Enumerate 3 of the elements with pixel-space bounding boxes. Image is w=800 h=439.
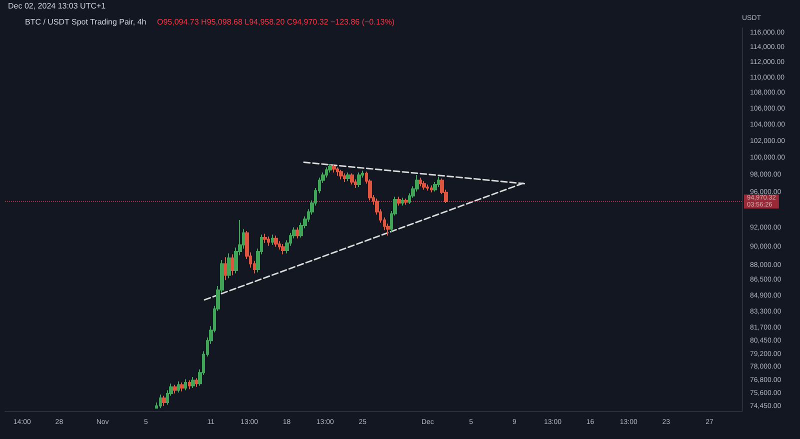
chart-title: BTC / USDT Spot Trading Pair, 4h [25,18,146,26]
text: Dec 02, 2024 13:03 UTC+1 [8,2,106,10]
chart-subtitle: O95,094.73 H95,098.68 L94,958.20 C94,970.32 −123.86 (−0.13%) [157,18,395,26]
